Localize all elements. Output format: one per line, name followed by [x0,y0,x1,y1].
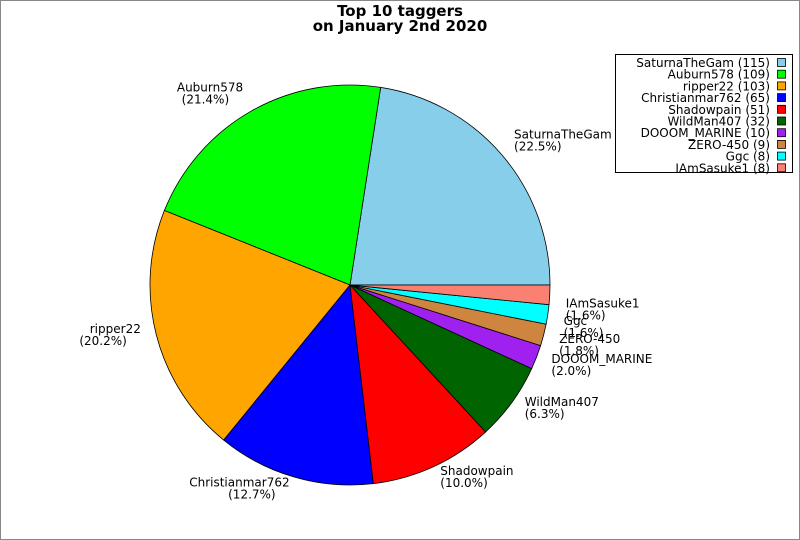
pie-slice [349,86,551,286]
slice-label: IAmSasuke1 [566,297,640,311]
legend-swatch [777,116,786,126]
slice-label: DOOOM_MARINE [551,352,652,366]
legend-label: Shadowpain (51) [668,103,770,117]
legend-label: Christianmar762 (65) [641,91,770,105]
legend-label: Auburn578 (109) [668,68,770,82]
slice-label: WildMan407 [525,395,599,409]
slice-percent: (20.2%) [79,334,126,348]
chart-subtitle: on January 2nd 2020 [313,17,488,35]
legend-box [615,54,793,173]
pie-slice [349,284,551,306]
legend-label: ZERO-450 (9) [688,138,770,152]
slice-label: SaturnaTheGam [514,127,612,141]
legend-swatch [777,163,786,173]
legend-swatch [777,139,786,149]
legend-label: WildMan407 (32) [667,115,770,129]
legend-swatch [777,93,786,102]
slice-percent: (22.5%) [514,139,561,153]
slice-percent: (21.4%) [182,92,229,106]
pie-slice [163,84,382,286]
slice-label: Shadowpain [440,464,513,478]
slice-label: Ggc [564,314,588,328]
pie-slice [223,284,374,486]
legend-label: DOOOM_MARINE (10) [641,126,770,140]
legend-swatch [777,58,786,67]
chart-title: Top 10 taggers [337,2,463,20]
legend-swatch [777,69,786,79]
pie-slice [149,209,351,441]
slice-label: ZERO-450 [559,332,620,346]
slice-label: Auburn578 [177,80,243,94]
legend-swatch [777,128,786,138]
slice-percent: (12.7%) [228,487,275,501]
slice-percent: (1.6%) [566,309,606,323]
legend-swatch [777,81,786,91]
slice-percent: (1.8%) [559,344,599,358]
slice-percent: (6.3%) [525,407,565,421]
legend-label: ripper22 (103) [683,79,770,93]
slice-label: ripper22 [90,322,141,336]
slice-percent: (10.0%) [440,476,487,490]
slice-percent: (2.0%) [551,364,591,378]
legend-swatch [777,104,786,114]
slice-percent: (1.6%) [564,326,604,340]
legend-label: Ggc (8) [726,150,770,164]
slice-label: Christianmar762 [189,475,289,489]
legend-label: IAmSasuke1 (8) [675,161,770,175]
legend-label: SaturnaTheGam (115) [636,56,770,70]
pie-slice [349,283,487,485]
legend-swatch [777,151,786,161]
